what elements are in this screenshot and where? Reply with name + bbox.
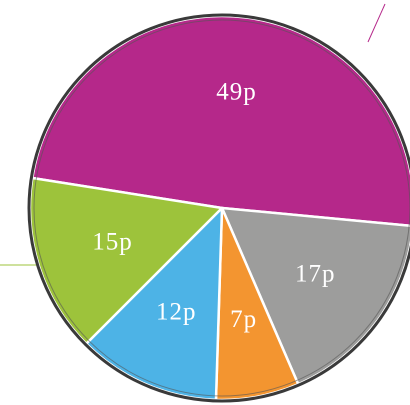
decor-line bbox=[367, 3, 386, 43]
pie-outline bbox=[27, 13, 410, 403]
slice-label: 17p bbox=[295, 260, 336, 287]
labels: 49p 17p 7p 12p 15p bbox=[92, 78, 336, 333]
pie-outline-inner bbox=[33, 19, 410, 397]
slice-label: 12p bbox=[156, 298, 197, 325]
slice-label: 7p bbox=[230, 306, 257, 333]
slice-label: 49p bbox=[216, 78, 257, 105]
slice-label: 15p bbox=[92, 228, 133, 255]
